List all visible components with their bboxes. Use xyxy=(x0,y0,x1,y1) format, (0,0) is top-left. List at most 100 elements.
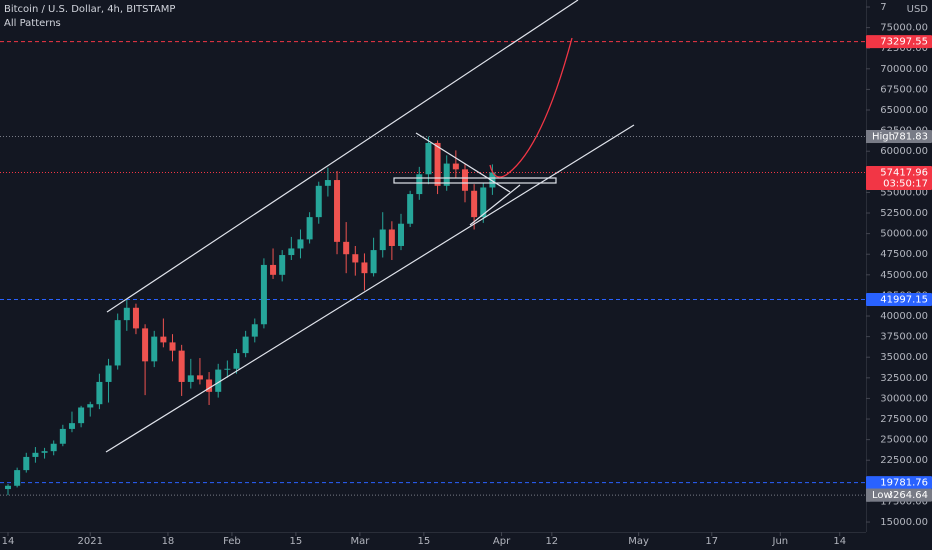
candle-body xyxy=(489,172,496,188)
x-tick-label: Jun xyxy=(772,536,789,547)
candle-body xyxy=(215,369,222,392)
candle-body xyxy=(206,379,213,392)
y-tick-label: 35000.00 xyxy=(880,352,928,363)
x-tick-label: 18 xyxy=(162,536,175,547)
candle-body xyxy=(471,190,478,218)
candle-body xyxy=(270,264,277,275)
candle-body xyxy=(233,353,240,369)
candle-body xyxy=(425,142,432,175)
candle-body xyxy=(187,375,194,382)
symbol-title: Bitcoin / U.S. Dollar, 4h, BITSTAMP xyxy=(4,4,175,15)
y-tick-label: 75000.00 xyxy=(880,23,928,34)
candle-body xyxy=(14,470,21,486)
candle-body xyxy=(288,248,295,256)
x-tick-label: Feb xyxy=(223,536,241,547)
candle-body xyxy=(352,254,359,263)
candle-body xyxy=(388,229,395,246)
candle-body xyxy=(370,250,377,274)
y-tick-label: 65000.00 xyxy=(880,105,928,116)
price-tag-value: 57417.96 xyxy=(880,167,928,178)
candle-body xyxy=(114,320,121,366)
candle-body xyxy=(68,423,75,429)
candle-body xyxy=(96,381,103,405)
x-tick-label: 15 xyxy=(290,536,303,547)
candle-body xyxy=(407,194,414,224)
y-tick-label: 70000.00 xyxy=(880,64,928,75)
candle-body xyxy=(324,180,331,186)
candle-body xyxy=(41,451,48,453)
price-tag xyxy=(866,35,932,49)
candle-body xyxy=(87,404,94,408)
indicator-label: All Patterns xyxy=(4,18,61,29)
level-name: Low xyxy=(872,490,892,501)
candle-body xyxy=(251,324,258,337)
price-tag xyxy=(866,165,932,190)
x-tick-label: 2021 xyxy=(78,536,103,547)
y-tick-label: 67500.00 xyxy=(880,84,928,95)
y-tick-label: 17500.00 xyxy=(880,496,928,507)
countdown: 03:50:17 xyxy=(883,178,928,189)
candle-body xyxy=(379,229,386,251)
price-tag-value: 18264.64 xyxy=(880,490,928,501)
price-tag xyxy=(866,476,932,490)
y-tick-label: 55000.00 xyxy=(880,187,928,198)
y-tick-label: 30000.00 xyxy=(880,393,928,404)
level-name-tag xyxy=(866,488,890,502)
candle-body xyxy=(50,443,57,452)
candle-body xyxy=(160,336,167,343)
y-tick-label: 52500.00 xyxy=(880,208,928,219)
projection-curve xyxy=(489,37,573,178)
candle-body xyxy=(343,241,350,255)
x-tick-label: Mar xyxy=(350,536,370,547)
candle-body xyxy=(260,264,267,325)
y-tick-label: 40000.00 xyxy=(880,311,928,322)
candle-body xyxy=(78,407,85,424)
candle-body xyxy=(123,307,130,321)
level-name-tag xyxy=(866,130,890,144)
candle-body xyxy=(279,255,286,275)
x-tick-label: 14 xyxy=(2,536,15,547)
candle-body xyxy=(178,350,185,382)
price-tag-value: 73297.55 xyxy=(880,37,928,48)
candle-body xyxy=(480,187,487,218)
x-tick-label: 15 xyxy=(417,536,430,547)
levels xyxy=(0,41,866,496)
y-tick-label: 22500.00 xyxy=(880,455,928,466)
price-tag-value: 19781.76 xyxy=(880,478,928,489)
price-tag-value: 41997.15 xyxy=(880,295,928,306)
y-tick-label: 32500.00 xyxy=(880,373,928,384)
x-tick-label: May xyxy=(628,536,649,547)
currency-box xyxy=(886,0,932,16)
level-name: High xyxy=(872,132,895,143)
y-tick-label: 25000.00 xyxy=(880,435,928,446)
candle-body xyxy=(334,180,341,242)
candle-body xyxy=(443,163,450,186)
x-tick-label: 14 xyxy=(833,536,846,547)
candle-body xyxy=(361,262,368,274)
y-tick-label: 45000.00 xyxy=(880,270,928,281)
y-tick-label: 27500.00 xyxy=(880,414,928,425)
x-tick-label: 12 xyxy=(545,536,558,547)
y-tick-label: 47500.00 xyxy=(880,249,928,260)
candle-body xyxy=(452,163,459,170)
y-tick-label: 50000.00 xyxy=(880,229,928,240)
candle-body xyxy=(32,452,39,457)
candle-body xyxy=(4,485,11,490)
x-tick-label: 17 xyxy=(705,536,718,547)
candle-body xyxy=(297,239,304,249)
candle-body xyxy=(224,368,231,370)
candle-body xyxy=(23,456,30,471)
candle-body xyxy=(398,223,405,246)
candle-body xyxy=(169,342,176,351)
y-tick-label: 15000.00 xyxy=(880,517,928,528)
candle-body xyxy=(416,174,423,195)
candle-body xyxy=(315,185,322,218)
channel-lower xyxy=(105,124,635,453)
candles xyxy=(4,136,496,496)
x-tick-label: Apr xyxy=(493,536,511,547)
